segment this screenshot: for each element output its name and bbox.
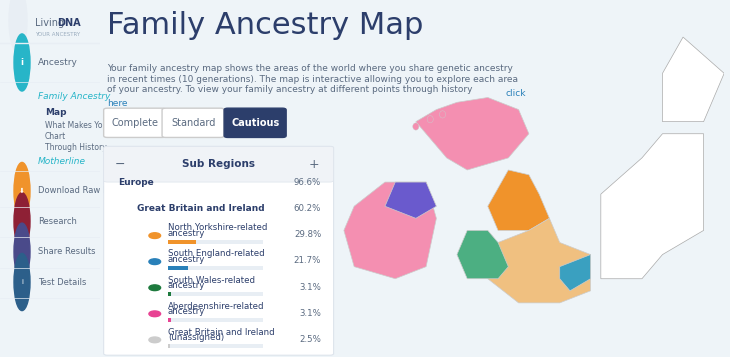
Text: Your family ancestry map shows the areas of the world where you share genetic an: Your family ancestry map shows the areas… <box>107 64 518 94</box>
Text: Motherline: Motherline <box>38 157 86 166</box>
Text: Living: Living <box>35 18 64 28</box>
Text: +: + <box>308 158 319 171</box>
Text: Sub Regions: Sub Regions <box>182 159 256 169</box>
Circle shape <box>14 253 30 311</box>
Circle shape <box>149 337 161 343</box>
Circle shape <box>412 123 419 130</box>
FancyBboxPatch shape <box>162 108 224 137</box>
Circle shape <box>439 111 445 118</box>
Text: 3.1%: 3.1% <box>299 282 321 292</box>
Bar <box>168 292 263 296</box>
Text: ancestry: ancestry <box>168 307 205 316</box>
Text: i: i <box>20 58 23 67</box>
Text: Ancestry: Ancestry <box>38 58 78 67</box>
Bar <box>168 292 171 296</box>
Text: Research: Research <box>38 217 77 226</box>
Text: Map: Map <box>45 108 66 117</box>
Bar <box>168 318 263 322</box>
Polygon shape <box>385 182 437 218</box>
Text: click: click <box>505 89 526 97</box>
Text: 60.2%: 60.2% <box>293 204 321 213</box>
Text: South Wales-related: South Wales-related <box>168 276 255 285</box>
FancyBboxPatch shape <box>224 108 286 137</box>
FancyBboxPatch shape <box>104 146 334 355</box>
Text: Through History: Through History <box>45 142 107 152</box>
Bar <box>168 318 171 322</box>
Text: ⬇: ⬇ <box>19 188 25 194</box>
Polygon shape <box>601 134 704 279</box>
Text: 21.7%: 21.7% <box>293 256 321 266</box>
Text: ancestry: ancestry <box>168 281 205 290</box>
Text: North Yorkshire-related: North Yorkshire-related <box>168 223 267 232</box>
Bar <box>168 266 188 270</box>
Polygon shape <box>488 170 550 230</box>
Text: Share Results: Share Results <box>38 247 96 256</box>
Text: 3.1%: 3.1% <box>299 308 321 318</box>
Bar <box>168 240 196 244</box>
Text: DNA: DNA <box>57 18 80 28</box>
Text: ancestry: ancestry <box>168 229 205 238</box>
Circle shape <box>149 259 161 265</box>
Text: Download Raw Data: Download Raw Data <box>38 186 123 196</box>
Text: Great Britain and Ireland: Great Britain and Ireland <box>137 204 264 213</box>
Text: Standard: Standard <box>171 118 215 128</box>
Text: −: − <box>115 158 125 171</box>
Text: Europe: Europe <box>118 178 154 187</box>
Bar <box>168 266 263 270</box>
Text: 96.6%: 96.6% <box>294 178 321 187</box>
Circle shape <box>9 0 27 52</box>
Polygon shape <box>344 182 437 279</box>
Text: South England-related: South England-related <box>168 250 264 258</box>
Text: Test Details: Test Details <box>38 277 86 287</box>
Circle shape <box>149 311 161 317</box>
Circle shape <box>149 233 161 238</box>
Circle shape <box>14 162 30 220</box>
Text: Cautious: Cautious <box>231 118 280 128</box>
Text: ancestry: ancestry <box>168 255 205 264</box>
Bar <box>168 240 263 244</box>
Text: Family Ancestry: Family Ancestry <box>38 92 110 101</box>
Circle shape <box>14 193 30 250</box>
Polygon shape <box>488 218 591 303</box>
FancyBboxPatch shape <box>104 146 334 182</box>
Polygon shape <box>416 97 529 170</box>
Text: Complete: Complete <box>111 118 158 128</box>
Text: Aberdeenshire-related: Aberdeenshire-related <box>168 302 264 311</box>
Text: (unassigned): (unassigned) <box>168 333 224 342</box>
FancyBboxPatch shape <box>104 108 166 137</box>
Circle shape <box>14 34 30 91</box>
Bar <box>168 344 170 348</box>
Text: 29.8%: 29.8% <box>294 230 321 240</box>
Polygon shape <box>663 37 724 122</box>
Circle shape <box>427 116 434 123</box>
Text: Chart: Chart <box>45 132 66 141</box>
Text: Great Britain and Ireland: Great Britain and Ireland <box>168 328 274 337</box>
Bar <box>168 344 263 348</box>
Text: i: i <box>21 279 23 285</box>
Text: YOUR ANCESTRY: YOUR ANCESTRY <box>35 32 80 37</box>
Circle shape <box>149 285 161 291</box>
Text: What Makes You: What Makes You <box>45 121 107 130</box>
Circle shape <box>14 223 30 280</box>
Polygon shape <box>457 230 508 279</box>
Text: 2.5%: 2.5% <box>299 335 321 344</box>
Text: Family Ancestry Map: Family Ancestry Map <box>107 11 423 40</box>
Polygon shape <box>560 255 591 291</box>
Text: here: here <box>107 99 128 108</box>
